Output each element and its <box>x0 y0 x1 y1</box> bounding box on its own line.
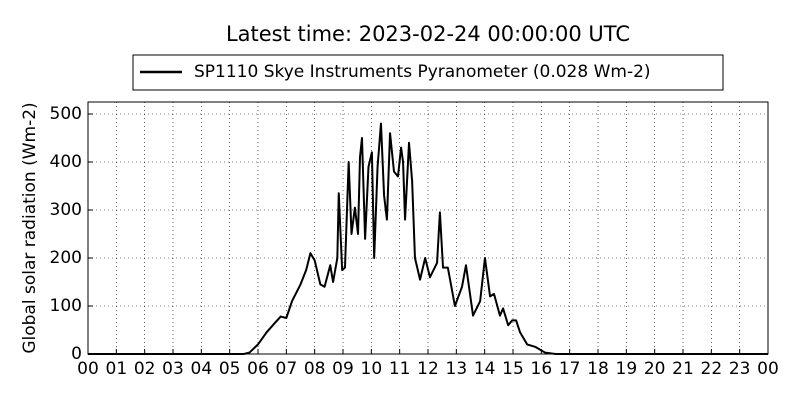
x-tick-label: 01 <box>106 359 128 379</box>
y-tick-label: 500 <box>50 104 82 124</box>
x-tick-label: 18 <box>587 359 609 379</box>
x-tick-label: 06 <box>247 359 269 379</box>
x-tick-label: 08 <box>304 359 326 379</box>
x-tick-label: 05 <box>219 359 241 379</box>
chart-title: Latest time: 2023-02-24 00:00:00 UTC <box>226 22 630 46</box>
y-tick-label: 0 <box>71 344 82 364</box>
x-tick-label: 03 <box>162 359 184 379</box>
x-tick-label: 20 <box>644 359 666 379</box>
x-tick-label: 02 <box>134 359 156 379</box>
x-tick-label: 23 <box>729 359 751 379</box>
x-tick-label: 00 <box>77 359 99 379</box>
x-tick-label: 15 <box>502 359 524 379</box>
y-axis-label: Global solar radiation (Wm-2) <box>20 102 40 353</box>
x-tick-label: 13 <box>446 359 468 379</box>
x-tick-label: 04 <box>191 359 213 379</box>
x-tick-label: 11 <box>389 359 411 379</box>
y-tick-label: 200 <box>50 248 82 268</box>
x-tick-label: 16 <box>531 359 553 379</box>
legend-box <box>132 54 724 91</box>
y-tick-label: 300 <box>50 200 82 220</box>
x-tick-label: 14 <box>474 359 496 379</box>
x-tick-label: 17 <box>559 359 581 379</box>
legend-label: SP1110 Skye Instruments Pyranometer (0.0… <box>194 62 651 82</box>
x-tick-label: 09 <box>332 359 354 379</box>
x-tick-label: 10 <box>361 359 383 379</box>
x-tick-label: 19 <box>616 359 638 379</box>
x-tick-label: 22 <box>701 359 723 379</box>
x-tick-label: 07 <box>276 359 298 379</box>
x-tick-label: 12 <box>417 359 439 379</box>
x-tick-label: 00 <box>757 359 779 379</box>
y-tick-label: 400 <box>50 152 82 172</box>
plot-frame <box>87 101 769 355</box>
data-line <box>88 122 768 355</box>
x-tick-label: 21 <box>672 359 694 379</box>
y-tick-label: 100 <box>50 296 82 316</box>
